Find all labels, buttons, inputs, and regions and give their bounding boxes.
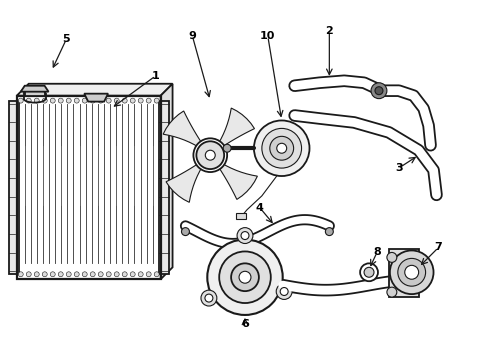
Circle shape — [122, 272, 127, 277]
Circle shape — [106, 98, 111, 103]
Polygon shape — [218, 108, 254, 147]
Circle shape — [146, 272, 151, 277]
Circle shape — [387, 252, 397, 262]
Polygon shape — [163, 111, 202, 147]
Text: 1: 1 — [152, 71, 160, 81]
Polygon shape — [166, 163, 202, 202]
Circle shape — [154, 98, 159, 103]
Circle shape — [130, 98, 135, 103]
Circle shape — [122, 98, 127, 103]
Polygon shape — [84, 94, 108, 102]
Circle shape — [325, 228, 333, 235]
Circle shape — [387, 287, 397, 297]
Bar — [236, 213, 246, 219]
Polygon shape — [218, 163, 257, 199]
Circle shape — [50, 272, 55, 277]
Circle shape — [194, 138, 227, 172]
Circle shape — [42, 98, 47, 103]
Circle shape — [42, 272, 47, 277]
Circle shape — [375, 87, 383, 95]
Circle shape — [66, 98, 71, 103]
Circle shape — [262, 129, 301, 168]
Circle shape — [34, 98, 39, 103]
Circle shape — [82, 98, 87, 103]
Circle shape — [241, 231, 249, 239]
Circle shape — [223, 144, 231, 152]
Circle shape — [74, 272, 79, 277]
Circle shape — [146, 98, 151, 103]
Circle shape — [360, 264, 378, 281]
Circle shape — [390, 251, 434, 294]
Circle shape — [277, 143, 287, 153]
Circle shape — [254, 121, 310, 176]
Text: 10: 10 — [260, 31, 275, 41]
Circle shape — [98, 98, 103, 103]
Circle shape — [276, 284, 292, 300]
Text: 8: 8 — [373, 247, 381, 257]
Circle shape — [114, 272, 119, 277]
Circle shape — [371, 83, 387, 99]
Circle shape — [231, 264, 259, 291]
Circle shape — [26, 98, 31, 103]
Circle shape — [130, 272, 135, 277]
Circle shape — [58, 272, 63, 277]
Bar — [389, 249, 418, 297]
Circle shape — [18, 98, 23, 103]
Text: 5: 5 — [63, 34, 70, 44]
Bar — [159, 100, 169, 274]
Circle shape — [74, 98, 79, 103]
Polygon shape — [17, 84, 172, 96]
Circle shape — [205, 294, 213, 302]
Circle shape — [18, 272, 23, 277]
Circle shape — [196, 141, 224, 169]
Polygon shape — [21, 86, 49, 92]
Circle shape — [280, 288, 288, 296]
Circle shape — [205, 150, 215, 160]
Circle shape — [106, 272, 111, 277]
Circle shape — [58, 98, 63, 103]
Polygon shape — [161, 84, 172, 279]
Circle shape — [90, 272, 95, 277]
Text: 9: 9 — [189, 31, 196, 41]
Circle shape — [66, 272, 71, 277]
Bar — [9, 100, 19, 274]
Circle shape — [82, 272, 87, 277]
Circle shape — [237, 228, 253, 243]
Circle shape — [239, 271, 251, 283]
Circle shape — [114, 98, 119, 103]
Circle shape — [219, 251, 271, 303]
Circle shape — [138, 98, 143, 103]
Circle shape — [207, 239, 283, 315]
Circle shape — [201, 290, 217, 306]
Circle shape — [398, 258, 426, 286]
Circle shape — [154, 272, 159, 277]
Text: 2: 2 — [325, 26, 333, 36]
Circle shape — [270, 136, 294, 160]
Circle shape — [405, 265, 418, 279]
Circle shape — [50, 98, 55, 103]
Circle shape — [98, 272, 103, 277]
Text: 3: 3 — [395, 163, 403, 173]
Bar — [24, 88, 45, 96]
Text: 6: 6 — [241, 319, 249, 329]
Circle shape — [90, 98, 95, 103]
Circle shape — [364, 267, 374, 277]
Text: 7: 7 — [435, 243, 442, 252]
Circle shape — [26, 272, 31, 277]
Circle shape — [34, 272, 39, 277]
Bar — [17, 96, 161, 279]
Circle shape — [181, 228, 190, 235]
Text: 4: 4 — [256, 203, 264, 213]
Circle shape — [138, 272, 143, 277]
